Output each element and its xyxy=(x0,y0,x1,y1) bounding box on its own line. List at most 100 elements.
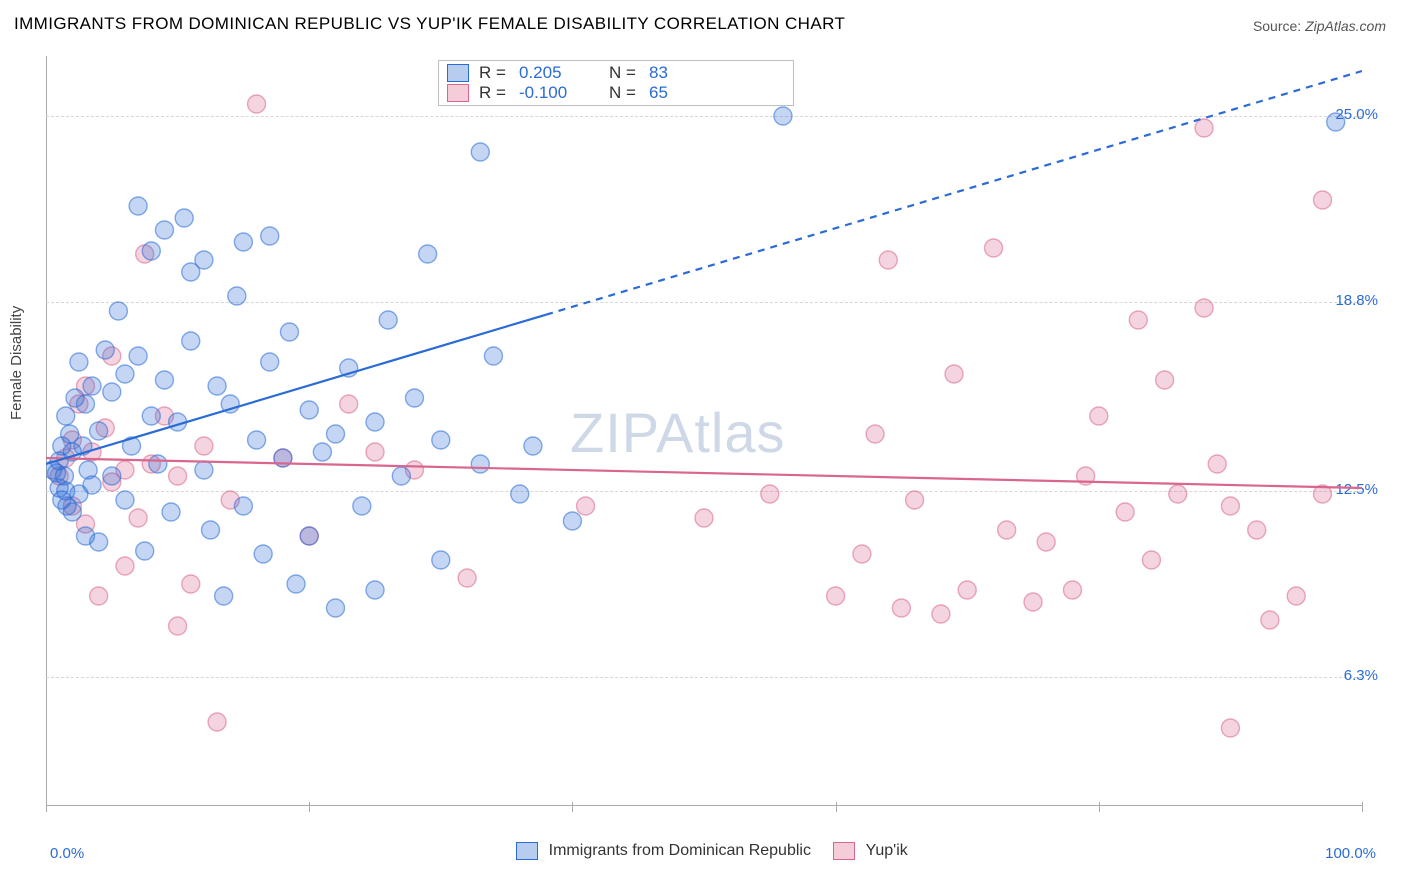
scatter-point xyxy=(155,371,173,389)
legend-r-value-2: -0.100 xyxy=(519,83,599,103)
scatter-point xyxy=(998,521,1016,539)
scatter-point xyxy=(142,407,160,425)
scatter-point xyxy=(313,443,331,461)
scatter-point xyxy=(471,455,489,473)
scatter-point xyxy=(57,407,75,425)
scatter-point xyxy=(1024,593,1042,611)
scatter-point xyxy=(90,422,108,440)
scatter-point xyxy=(985,239,1003,257)
scatter-point xyxy=(83,377,101,395)
scatter-point xyxy=(149,455,167,473)
y-axis-label: Female Disability xyxy=(8,306,25,420)
scatter-point xyxy=(155,221,173,239)
trendline-dashed xyxy=(546,71,1362,315)
scatter-point xyxy=(116,365,134,383)
legend-bottom-label-1: Immigrants from Dominican Republic xyxy=(549,842,811,859)
scatter-point xyxy=(419,245,437,263)
scatter-point xyxy=(76,395,94,413)
scatter-point xyxy=(1248,521,1266,539)
source-label: Source: xyxy=(1253,18,1301,34)
scatter-point xyxy=(511,485,529,503)
legend-n-label-2: N = xyxy=(609,83,639,103)
scatter-point xyxy=(458,569,476,587)
scatter-point xyxy=(327,599,345,617)
scatter-point xyxy=(866,425,884,443)
scatter-point xyxy=(1142,551,1160,569)
legend-bottom-swatch-1 xyxy=(516,842,538,860)
scatter-point xyxy=(774,107,792,125)
scatter-point xyxy=(175,209,193,227)
scatter-point xyxy=(195,251,213,269)
scatter-point xyxy=(234,233,252,251)
legend-n-label-1: N = xyxy=(609,63,639,83)
scatter-point xyxy=(142,242,160,260)
scatter-point xyxy=(287,575,305,593)
scatter-point xyxy=(280,323,298,341)
scatter-point xyxy=(248,431,266,449)
scatter-point xyxy=(1116,503,1134,521)
scatter-point xyxy=(1327,113,1345,131)
legend-r-label-2: R = xyxy=(479,83,509,103)
scatter-point xyxy=(432,551,450,569)
scatter-point xyxy=(169,467,187,485)
scatter-point xyxy=(366,443,384,461)
scatter-point xyxy=(1169,485,1187,503)
scatter-point xyxy=(405,389,423,407)
x-tick xyxy=(1362,802,1363,812)
scatter-point xyxy=(827,587,845,605)
legend-bottom-label-2: Yup'ik xyxy=(866,842,908,859)
scatter-point xyxy=(761,485,779,503)
scatter-point xyxy=(327,425,345,443)
scatter-point xyxy=(379,311,397,329)
scatter-point xyxy=(392,467,410,485)
scatter-point xyxy=(90,587,108,605)
legend-row-series-1: R = 0.205 N = 83 xyxy=(447,63,785,83)
legend-swatch-series-2 xyxy=(447,84,469,102)
scatter-point xyxy=(853,545,871,563)
scatter-point xyxy=(1208,455,1226,473)
legend-r-value-1: 0.205 xyxy=(519,63,599,83)
scatter-point xyxy=(1221,497,1239,515)
scatter-point xyxy=(182,332,200,350)
scatter-point xyxy=(83,476,101,494)
scatter-point xyxy=(1156,371,1174,389)
source-name: ZipAtlas.com xyxy=(1305,18,1386,34)
scatter-point xyxy=(1090,407,1108,425)
scatter-point xyxy=(96,341,114,359)
scatter-point xyxy=(340,395,358,413)
scatter-point xyxy=(182,575,200,593)
scatter-point xyxy=(234,497,252,515)
scatter-point xyxy=(90,533,108,551)
scatter-point xyxy=(879,251,897,269)
scatter-point xyxy=(136,542,154,560)
scatter-point xyxy=(366,413,384,431)
scatter-point xyxy=(932,605,950,623)
scatter-point xyxy=(63,503,81,521)
scatter-point xyxy=(129,347,147,365)
scatter-point xyxy=(129,509,147,527)
scatter-point xyxy=(1195,119,1213,137)
scatter-point xyxy=(1063,581,1081,599)
legend-bottom-swatch-2 xyxy=(833,842,855,860)
legend-r-label-1: R = xyxy=(479,63,509,83)
scatter-point xyxy=(1221,719,1239,737)
scatter-point xyxy=(208,713,226,731)
scatter-point xyxy=(432,431,450,449)
legend-swatch-series-1 xyxy=(447,64,469,82)
scatter-point xyxy=(1314,191,1332,209)
scatter-point xyxy=(1287,587,1305,605)
scatter-point xyxy=(958,581,976,599)
scatter-point xyxy=(945,365,963,383)
scatter-point xyxy=(208,377,226,395)
legend-n-value-2: 65 xyxy=(649,83,729,103)
scatter-point xyxy=(1195,299,1213,317)
scatter-point xyxy=(366,581,384,599)
correlation-legend: R = 0.205 N = 83 R = -0.100 N = 65 xyxy=(438,60,794,106)
scatter-point xyxy=(524,437,542,455)
scatter-point xyxy=(109,302,127,320)
chart-container: IMMIGRANTS FROM DOMINICAN REPUBLIC VS YU… xyxy=(0,0,1406,892)
scatter-point xyxy=(248,95,266,113)
scatter-point xyxy=(116,491,134,509)
scatter-point xyxy=(169,617,187,635)
scatter-point xyxy=(116,557,134,575)
